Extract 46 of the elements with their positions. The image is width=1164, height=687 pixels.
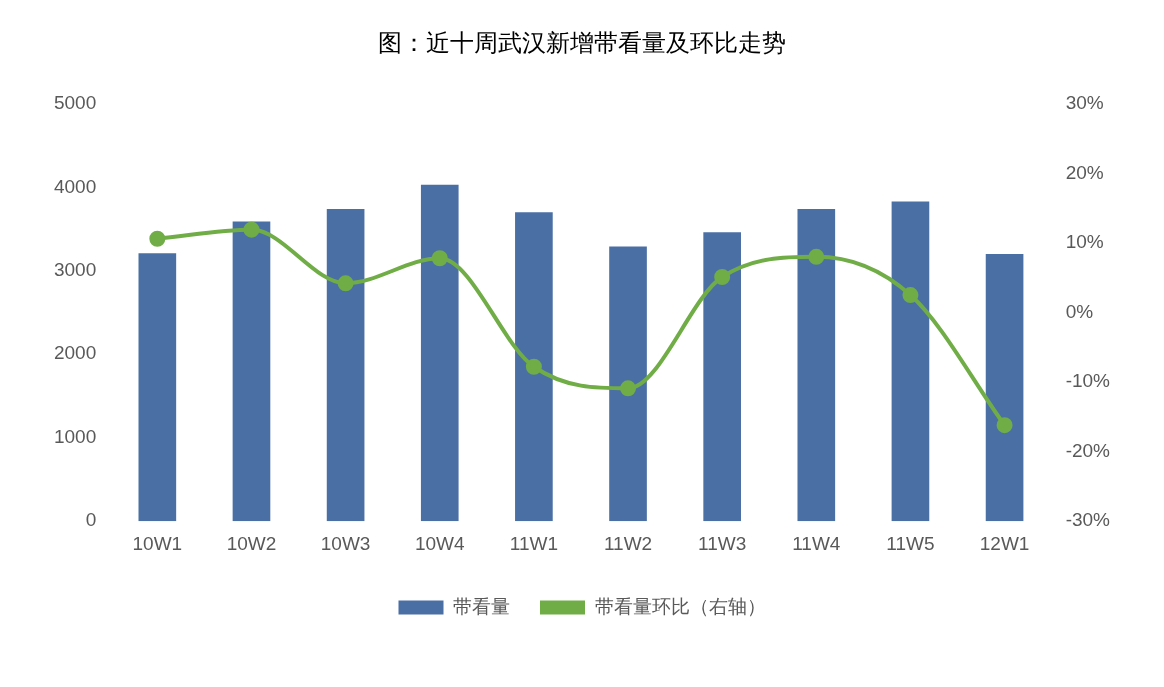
y2-tick-label: 30%	[1065, 92, 1104, 114]
point	[337, 275, 354, 292]
point	[714, 269, 731, 286]
x-tick-label: 10W1	[132, 532, 183, 554]
x-tick-label: 10W2	[226, 532, 277, 554]
bar	[326, 208, 365, 522]
point	[431, 250, 448, 267]
point	[808, 248, 825, 265]
bar	[138, 253, 177, 522]
bar	[515, 212, 553, 522]
y2-tick-label: 10%	[1065, 231, 1104, 253]
x-tick-label: 10W3	[320, 532, 371, 554]
bar	[232, 221, 271, 522]
y-tick-label: 0	[85, 509, 97, 531]
y-tick-label: 3000	[53, 258, 97, 280]
x-tick-label: 11W3	[698, 532, 747, 554]
bar	[891, 201, 930, 522]
bar	[985, 254, 1024, 522]
chart-title: 图：近十周武汉新增带看量及环比走势	[378, 29, 786, 56]
x-tick-label: 11W4	[792, 532, 841, 554]
x-tick-label: 11W5	[886, 532, 935, 554]
y-tick-label: 2000	[53, 342, 97, 364]
point	[902, 287, 919, 304]
legend-label: 带看量	[453, 595, 510, 617]
point	[243, 221, 260, 238]
y2-tick-label: -20%	[1065, 439, 1111, 461]
point	[996, 417, 1013, 434]
x-tick-label: 10W4	[414, 532, 465, 554]
point	[149, 230, 166, 247]
bar	[703, 232, 741, 522]
x-tick-label: 12W1	[979, 532, 1030, 554]
y-tick-label: 4000	[53, 175, 97, 197]
y-tick-label: 5000	[53, 92, 97, 114]
y2-tick-label: -30%	[1065, 509, 1111, 531]
y2-tick-label: -10%	[1065, 370, 1111, 392]
point	[525, 358, 542, 375]
bar	[420, 184, 459, 522]
point	[620, 380, 637, 397]
y2-tick-label: 0%	[1065, 300, 1094, 322]
x-tick-label: 11W2	[603, 532, 653, 554]
y2-tick-label: 20%	[1065, 161, 1104, 183]
bar	[797, 208, 836, 522]
x-tick-label: 11W1	[509, 532, 558, 554]
bar	[609, 246, 647, 522]
y-tick-label: 1000	[53, 425, 97, 447]
legend-label: 带看量环比（右轴）	[594, 595, 766, 617]
